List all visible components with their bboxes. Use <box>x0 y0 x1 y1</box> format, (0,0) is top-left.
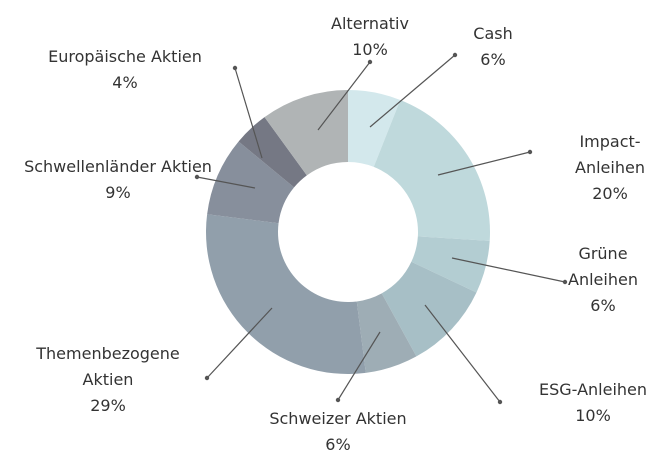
slice <box>348 90 401 167</box>
category-label: ESG-Anleihen <box>538 380 648 399</box>
leader-dot <box>497 399 503 405</box>
leader-dot <box>232 65 238 71</box>
leader-line <box>196 176 256 189</box>
slice <box>381 261 477 357</box>
slice-label: Themenbezogene Aktien 29% <box>13 341 203 419</box>
slice-label: Impact-Anleihen 20% <box>555 129 665 207</box>
category-label: Schwellenländer Aktien <box>24 157 212 176</box>
category-label: Themenbezogene Aktien <box>36 344 180 389</box>
leader-dot <box>335 397 341 403</box>
category-label: Cash <box>473 24 513 43</box>
slice-label: Cash 6% <box>463 21 523 73</box>
slice-label: Europäische Aktien 4% <box>15 44 235 96</box>
leader-line <box>437 151 531 176</box>
category-label: Schweizer Aktien <box>269 409 407 428</box>
value-label: 9% <box>105 183 131 202</box>
category-label: Europäische Aktien <box>48 47 202 66</box>
slice-label: Schweizer Aktien 6% <box>238 406 438 457</box>
category-label: Alternativ <box>331 14 409 33</box>
leader-line <box>206 307 273 379</box>
value-label: 4% <box>112 73 138 92</box>
leader-dot <box>367 59 373 65</box>
slice-label: Schwellenländer Aktien 9% <box>18 154 218 206</box>
value-label: 6% <box>590 296 616 315</box>
slice-label: Alternativ 10% <box>310 11 430 63</box>
slice <box>356 293 417 373</box>
value-label: 10% <box>575 406 611 425</box>
leader-line <box>234 67 263 159</box>
leader-line <box>424 304 501 403</box>
value-label: 6% <box>480 50 506 69</box>
slice <box>264 90 348 176</box>
leader-line <box>337 331 381 401</box>
slice <box>238 117 307 188</box>
value-label: 6% <box>325 435 351 454</box>
category-label: Grüne Anleihen <box>568 244 638 289</box>
slice <box>206 214 366 374</box>
leader-line <box>369 54 456 128</box>
slice-label: Grüne Anleihen 6% <box>548 241 658 319</box>
leader-line <box>451 257 566 283</box>
leader-dot <box>527 149 533 155</box>
leader-dot <box>562 279 568 285</box>
slice <box>411 236 490 293</box>
slice <box>373 99 490 241</box>
value-label: 29% <box>90 396 126 415</box>
leader-dot <box>452 52 458 58</box>
value-label: 20% <box>592 184 628 203</box>
leader-line <box>317 61 371 131</box>
value-label: 10% <box>352 40 388 59</box>
leader-dot <box>194 174 200 180</box>
slice-label: ESG-Anleihen 10% <box>518 377 668 429</box>
slice <box>207 141 295 224</box>
category-label: Impact-Anleihen <box>575 132 645 177</box>
leader-dot <box>204 375 210 381</box>
